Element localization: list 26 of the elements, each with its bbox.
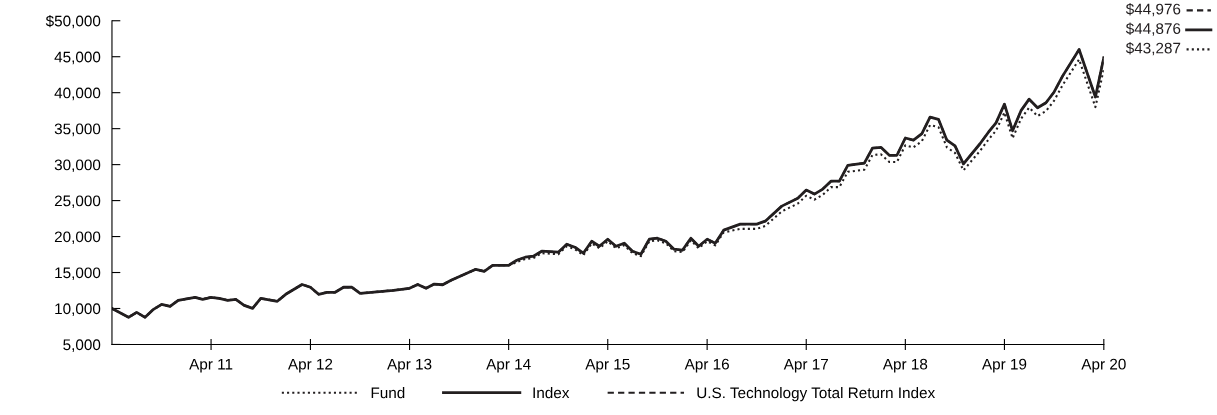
y-tick-label: 35,000 xyxy=(54,123,101,137)
y-tick-label: 45,000 xyxy=(54,51,101,65)
x-tick-label: Apr 19 xyxy=(981,358,1027,373)
x-tick-label: Apr 16 xyxy=(684,358,729,373)
y-tick-label: 40,000 xyxy=(54,87,101,101)
y-tick-label: 20,000 xyxy=(54,231,101,245)
y-tick-label: 15,000 xyxy=(55,267,101,281)
legend-label: U.S. Technology Total Return Index xyxy=(697,387,936,402)
y-tick-label: 25,000 xyxy=(54,195,101,209)
x-tick-label: Apr 20 xyxy=(1081,358,1126,373)
y-tick-label: $50,000 xyxy=(45,14,101,29)
x-tick-label: Apr 17 xyxy=(783,358,828,373)
y-tick-label: 10,000 xyxy=(55,303,101,316)
legend-label: Fund xyxy=(371,387,405,399)
y-tick-label: 30,000 xyxy=(54,159,101,173)
legend-label: Index xyxy=(533,387,570,399)
y-tick-label: 5,000 xyxy=(63,339,101,352)
data-label: $43,287 xyxy=(1125,42,1181,56)
data-label: $44,876 xyxy=(1125,22,1181,36)
x-tick-label: Apr 13 xyxy=(387,358,432,373)
x-tick-label: Apr 14 xyxy=(486,358,531,373)
x-tick-label: Apr 18 xyxy=(882,358,928,373)
x-tick-label: Apr 11 xyxy=(189,358,233,373)
x-tick-label: Apr 12 xyxy=(287,358,333,373)
x-tick-label: Apr 15 xyxy=(585,358,630,373)
data-label: $44,976 xyxy=(1125,3,1181,17)
